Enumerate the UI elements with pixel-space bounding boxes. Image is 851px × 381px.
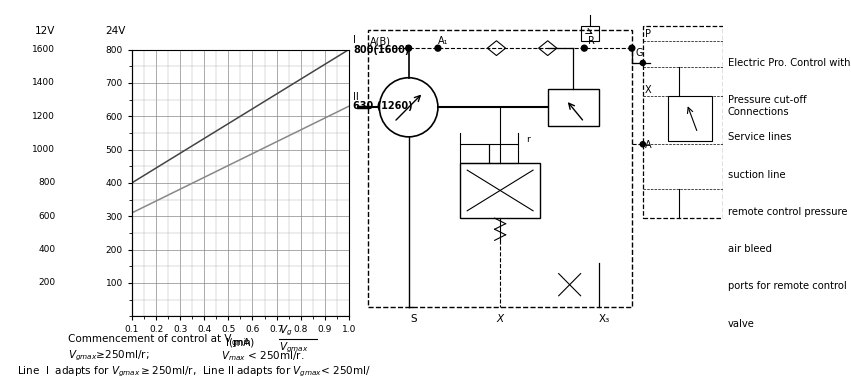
Text: $V_{gmax}$: $V_{gmax}$ xyxy=(279,340,309,355)
Text: A₁: A₁ xyxy=(438,37,448,46)
X-axis label: I(mA): I(mA) xyxy=(226,337,254,347)
Text: 800: 800 xyxy=(38,178,55,187)
Text: $V_g$: $V_g$ xyxy=(279,323,293,338)
Text: 1400: 1400 xyxy=(32,78,55,87)
Text: G: G xyxy=(636,48,643,58)
Text: I: I xyxy=(353,35,356,45)
Text: 1200: 1200 xyxy=(32,112,55,121)
Text: II: II xyxy=(353,92,359,102)
Text: Line  I  adapts for $V_{gmax}$$\geq$250ml/r,  Line II adapts for $V_{gmax}$< 250: Line I adapts for $V_{gmax}$$\geq$250ml/… xyxy=(17,364,371,379)
Text: Pressure cut-off Connections: Pressure cut-off Connections xyxy=(728,95,806,117)
Bar xyxy=(548,89,599,126)
Text: r: r xyxy=(526,135,529,144)
Text: 200: 200 xyxy=(38,279,55,287)
Text: $V_{max}$ < 250ml/r.: $V_{max}$ < 250ml/r. xyxy=(221,349,305,363)
Circle shape xyxy=(640,142,645,147)
Text: air bleed: air bleed xyxy=(728,244,772,254)
Text: remote control pressure: remote control pressure xyxy=(728,207,847,217)
Text: S: S xyxy=(410,314,417,323)
Text: $V_{gmax}$≥250ml/r;: $V_{gmax}$≥250ml/r; xyxy=(68,349,150,363)
Text: 800(1600): 800(1600) xyxy=(353,45,409,54)
Bar xyxy=(460,144,489,163)
Text: 1000: 1000 xyxy=(32,145,55,154)
Text: 1600: 1600 xyxy=(32,45,55,54)
Bar xyxy=(669,96,712,141)
Bar xyxy=(580,26,599,41)
Text: P: P xyxy=(645,29,651,39)
Text: suction line: suction line xyxy=(728,170,785,179)
Text: X: X xyxy=(496,314,504,323)
Text: X: X xyxy=(645,85,651,94)
Circle shape xyxy=(629,45,635,51)
Bar xyxy=(489,144,518,163)
Circle shape xyxy=(640,60,645,66)
Text: 12V: 12V xyxy=(35,26,55,36)
Text: A(B): A(B) xyxy=(370,37,391,46)
Bar xyxy=(643,26,723,218)
Text: Commencement of control at V: Commencement of control at V xyxy=(68,334,231,344)
Bar xyxy=(460,163,540,218)
Circle shape xyxy=(406,45,412,51)
Text: gmin: gmin xyxy=(231,338,251,347)
Text: 630 (1260): 630 (1260) xyxy=(353,101,413,111)
Text: valve: valve xyxy=(728,319,755,328)
Text: 24V: 24V xyxy=(106,26,126,36)
Text: Electric Pro. Control with: Electric Pro. Control with xyxy=(728,58,850,68)
Circle shape xyxy=(435,45,441,51)
Text: Service lines: Service lines xyxy=(728,133,791,142)
Text: A: A xyxy=(645,140,651,150)
Text: ports for remote control: ports for remote control xyxy=(728,281,847,291)
Bar xyxy=(368,30,631,307)
Circle shape xyxy=(581,45,587,51)
Text: 400: 400 xyxy=(38,245,55,254)
Text: X₃: X₃ xyxy=(599,314,610,323)
Text: R: R xyxy=(588,37,595,46)
Text: 600: 600 xyxy=(38,212,55,221)
